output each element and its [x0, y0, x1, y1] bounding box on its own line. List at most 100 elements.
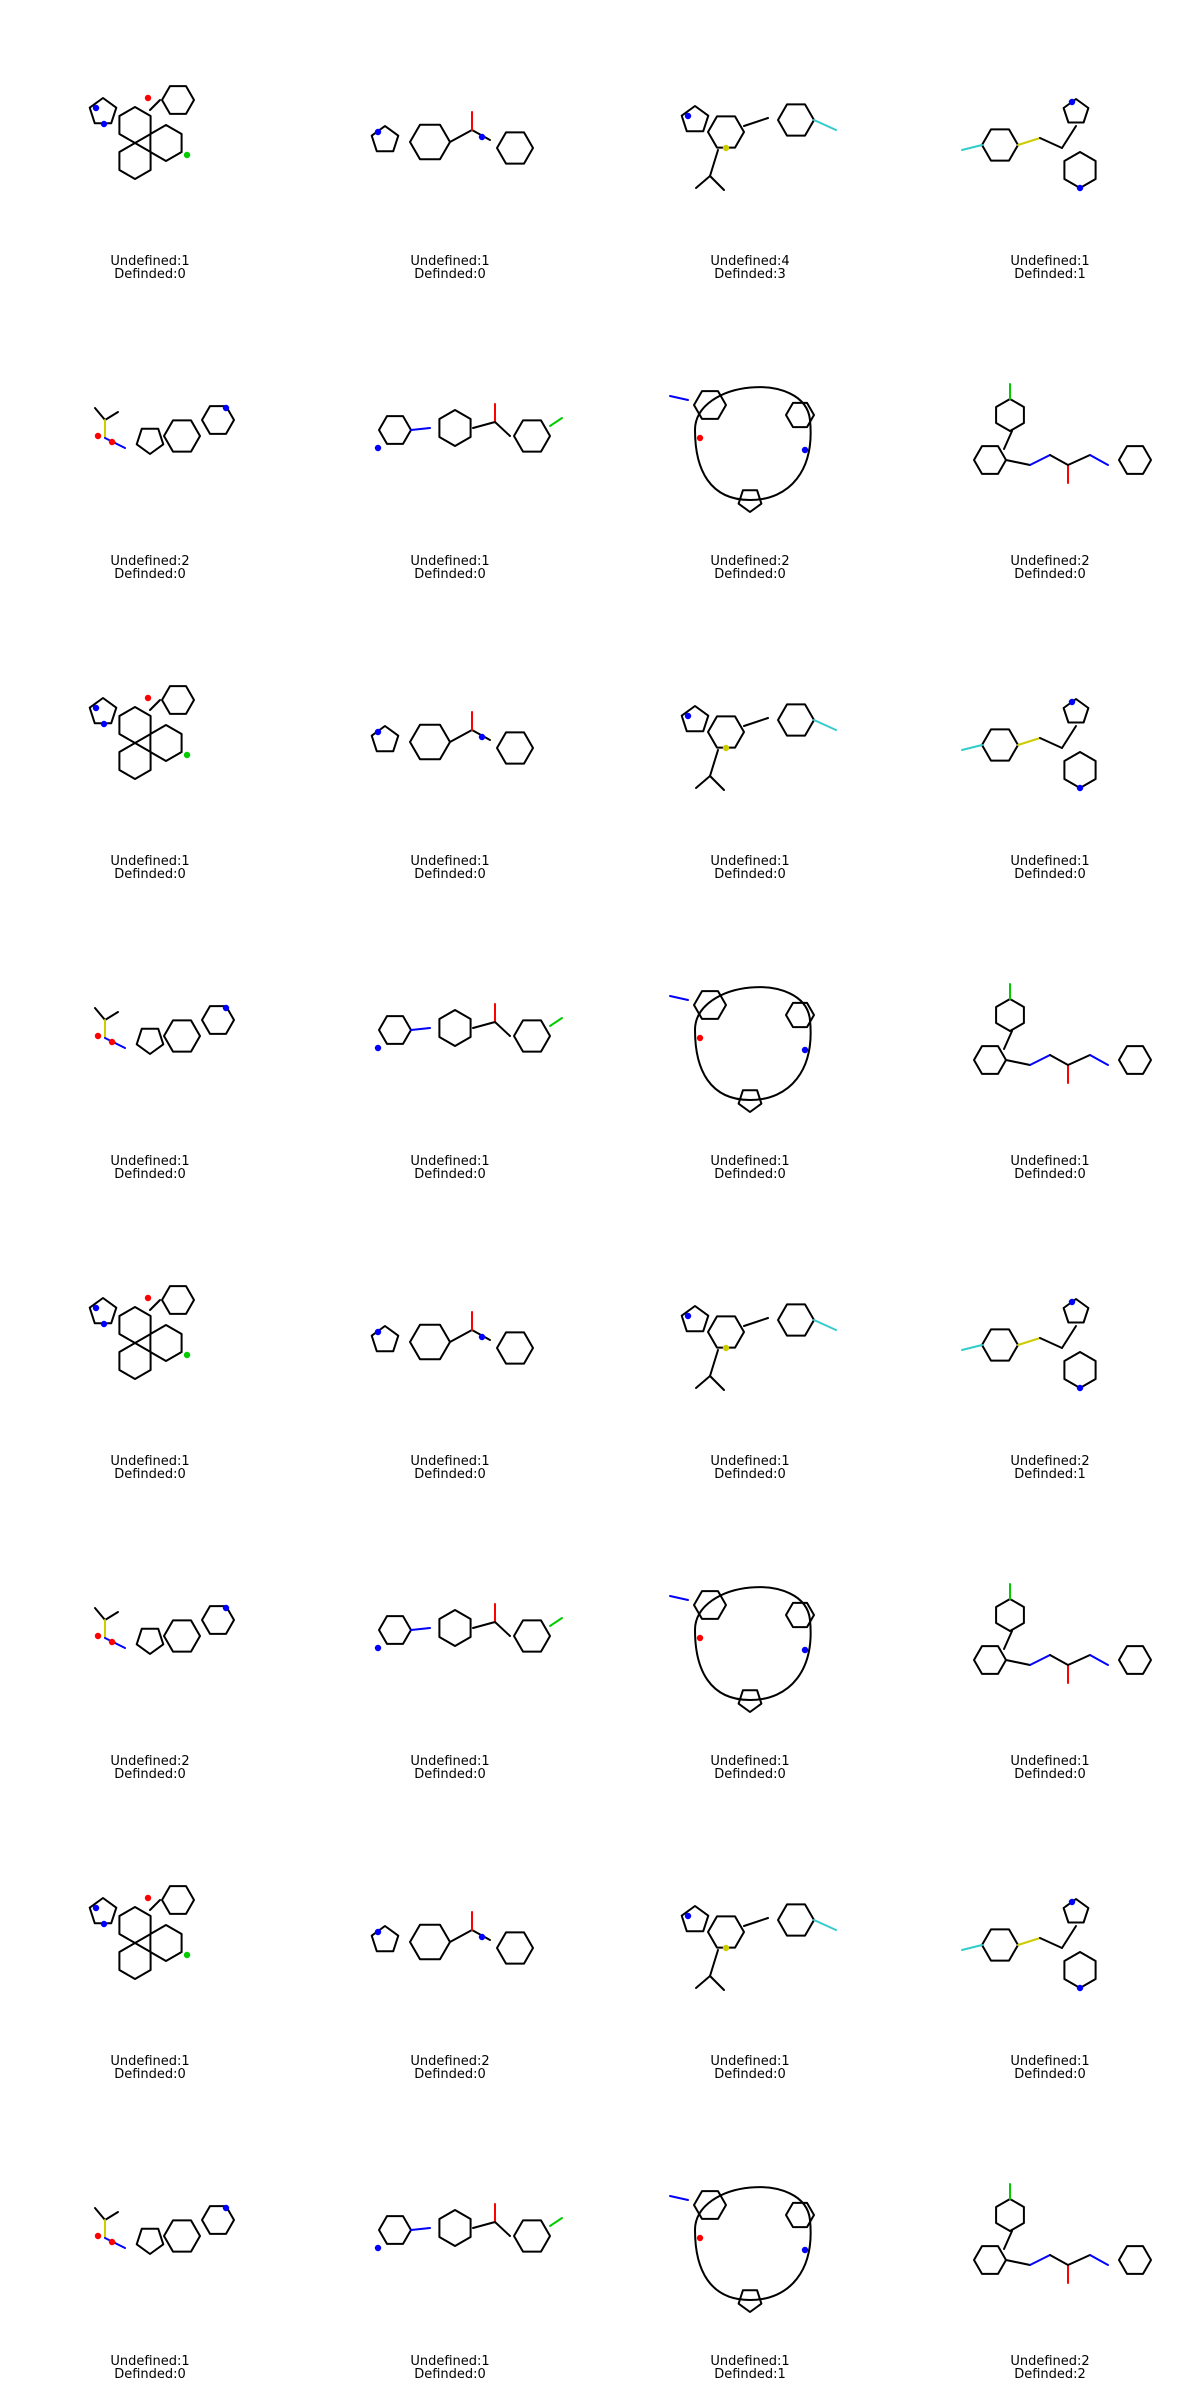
- molecule-cell: Undefined:1 Definded:0: [300, 0, 600, 300]
- undefined-stereocenter-count: Undefined:1: [110, 1154, 190, 1169]
- undefined-stereocenter-count: Undefined:1: [110, 2054, 190, 2069]
- defined-stereocenter-count: Definded:0: [114, 1767, 186, 1782]
- undefined-stereocenter-count: Undefined:2: [1010, 554, 1090, 569]
- defined-stereocenter-count: Definded:0: [714, 867, 786, 882]
- molecule-cell: Undefined:2 Definded:0: [600, 300, 900, 600]
- molecule-cell: Undefined:2 Definded:0: [0, 300, 300, 600]
- molecule-cell: Undefined:1 Definded:0: [600, 1800, 900, 2100]
- molecule-structure: [961, 98, 1097, 192]
- defined-stereocenter-count: Definded:0: [114, 867, 186, 882]
- molecule-structure: [94, 2204, 235, 2255]
- undefined-stereocenter-count: Undefined:1: [710, 2354, 790, 2369]
- molecule-structure: [370, 711, 534, 765]
- molecule-structure: [669, 986, 815, 1113]
- molecule-cell: Undefined:1 Definded:0: [0, 1800, 300, 2100]
- defined-stereocenter-count: Definded:0: [114, 567, 186, 582]
- molecule-cell: Undefined:1 Definded:1: [600, 2100, 900, 2400]
- molecule-structure: [973, 2183, 1152, 2284]
- molecule-structure: [973, 1583, 1152, 1684]
- molecule-cell: Undefined:1 Definded:0: [300, 600, 600, 900]
- undefined-stereocenter-count: Undefined:1: [410, 1154, 490, 1169]
- defined-stereocenter-count: Definded:0: [414, 267, 486, 282]
- defined-stereocenter-count: Definded:0: [114, 1467, 186, 1482]
- molecule-cell: Undefined:1 Definded:0: [900, 1800, 1200, 2100]
- molecule-cell: Undefined:1 Definded:0: [0, 0, 300, 300]
- defined-stereocenter-count: Definded:3: [714, 267, 786, 282]
- molecule-structure: [680, 103, 837, 191]
- defined-stereocenter-count: Definded:0: [1014, 567, 1086, 582]
- defined-stereocenter-count: Definded:0: [714, 1767, 786, 1782]
- molecule-cell: Undefined:1 Definded:0: [600, 1200, 900, 1500]
- molecule-structure: [94, 1004, 235, 1055]
- defined-stereocenter-count: Definded:1: [1014, 267, 1086, 282]
- molecule-cell: Undefined:1 Definded:0: [0, 1200, 300, 1500]
- molecule-cell: Undefined:1 Definded:0: [900, 600, 1200, 900]
- defined-stereocenter-count: Definded:1: [714, 2367, 786, 2382]
- defined-stereocenter-count: Definded:0: [114, 2367, 186, 2382]
- defined-stereocenter-count: Definded:2: [1014, 2367, 1086, 2382]
- undefined-stereocenter-count: Undefined:4: [710, 254, 790, 269]
- molecule-cell: Undefined:2 Definded:0: [900, 300, 1200, 600]
- molecule-structure: [88, 685, 195, 780]
- molecule-structure: [961, 1298, 1097, 1392]
- molecule-cell: Undefined:1 Definded:0: [300, 1200, 600, 1500]
- defined-stereocenter-count: Definded:0: [114, 1167, 186, 1182]
- defined-stereocenter-count: Definded:0: [1014, 867, 1086, 882]
- defined-stereocenter-count: Definded:0: [414, 2367, 486, 2382]
- molecule-structure: [94, 1604, 235, 1655]
- molecule-structure: [680, 1303, 837, 1391]
- molecule-structure: [973, 983, 1152, 1084]
- molecule-structure: [370, 111, 534, 165]
- molecule-cell: Undefined:1 Definded:0: [600, 600, 900, 900]
- undefined-stereocenter-count: Undefined:1: [410, 1754, 490, 1769]
- undefined-stereocenter-count: Undefined:1: [1010, 254, 1090, 269]
- molecule-cell: Undefined:1 Definded:0: [600, 900, 900, 1200]
- undefined-stereocenter-count: Undefined:1: [1010, 1154, 1090, 1169]
- molecule-cell: Undefined:1 Definded:0: [900, 1500, 1200, 1800]
- undefined-stereocenter-count: Undefined:2: [110, 554, 190, 569]
- molecule-structure: [370, 1311, 534, 1365]
- molecule-cell: Undefined:1 Definded:0: [300, 1500, 600, 1800]
- molecule-cell: Undefined:1 Definded:0: [900, 900, 1200, 1200]
- defined-stereocenter-count: Definded:0: [414, 1467, 486, 1482]
- defined-stereocenter-count: Definded:0: [114, 2067, 186, 2082]
- molecule-structure: [370, 1911, 534, 1965]
- defined-stereocenter-count: Definded:0: [714, 567, 786, 582]
- undefined-stereocenter-count: Undefined:1: [410, 1454, 490, 1469]
- molecule-structure: [94, 404, 235, 455]
- molecule-cell: Undefined:2 Definded:1: [900, 1200, 1200, 1500]
- molecule-cell: Undefined:4 Definded:3: [600, 0, 900, 300]
- molecule-cell: Undefined:1 Definded:1: [900, 0, 1200, 300]
- undefined-stereocenter-count: Undefined:2: [1010, 1454, 1090, 1469]
- molecule-structure: [374, 2203, 563, 2253]
- molecule-structure: [88, 1885, 195, 1980]
- undefined-stereocenter-count: Undefined:1: [110, 854, 190, 869]
- molecule-cell: Undefined:1 Definded:0: [0, 900, 300, 1200]
- molecule-cell: Undefined:1 Definded:0: [0, 600, 300, 900]
- defined-stereocenter-count: Definded:0: [414, 567, 486, 582]
- defined-stereocenter-count: Definded:0: [414, 1767, 486, 1782]
- undefined-stereocenter-count: Undefined:2: [110, 1754, 190, 1769]
- molecule-structure: [680, 1903, 837, 1991]
- molecule-structure: [973, 383, 1152, 484]
- undefined-stereocenter-count: Undefined:2: [1010, 2354, 1090, 2369]
- molecule-cell: Undefined:1 Definded:0: [300, 300, 600, 600]
- defined-stereocenter-count: Definded:0: [414, 1167, 486, 1182]
- molecule-structure: [669, 386, 815, 513]
- undefined-stereocenter-count: Undefined:1: [1010, 854, 1090, 869]
- undefined-stereocenter-count: Undefined:1: [1010, 2054, 1090, 2069]
- molecule-cell: Undefined:2 Definded:2: [900, 2100, 1200, 2400]
- molecule-structure: [88, 1285, 195, 1380]
- defined-stereocenter-count: Definded:1: [1014, 1467, 1086, 1482]
- molecule-structure: [374, 1603, 563, 1653]
- undefined-stereocenter-count: Undefined:1: [710, 1754, 790, 1769]
- undefined-stereocenter-count: Undefined:1: [710, 1154, 790, 1169]
- undefined-stereocenter-count: Undefined:1: [110, 254, 190, 269]
- molecule-cell: Undefined:2 Definded:0: [0, 1500, 300, 1800]
- molecule-structure: [88, 85, 195, 180]
- undefined-stereocenter-count: Undefined:1: [410, 854, 490, 869]
- molecule-cell: Undefined:1 Definded:0: [0, 2100, 300, 2400]
- defined-stereocenter-count: Definded:0: [414, 2067, 486, 2082]
- molecule-structure: [961, 1898, 1097, 1992]
